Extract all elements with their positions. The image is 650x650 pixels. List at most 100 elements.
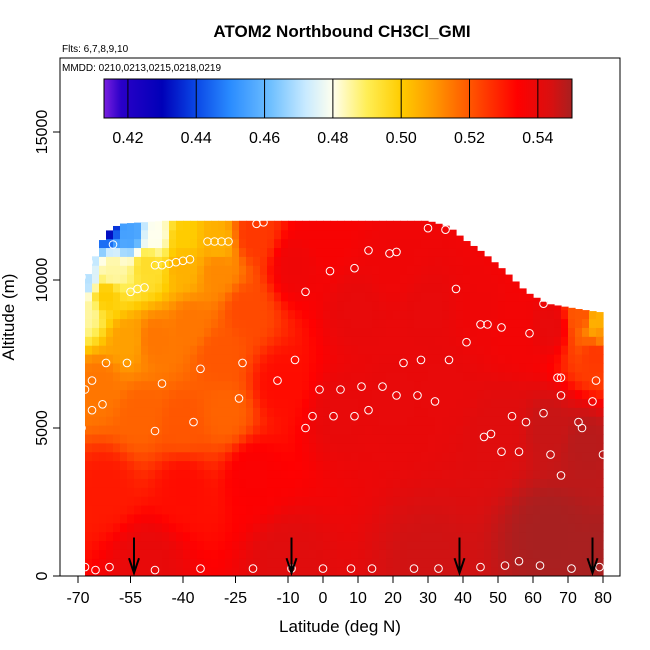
heatmap-cell: [127, 256, 135, 266]
heatmap-cell: [239, 433, 247, 444]
heatmap-cell: [148, 380, 156, 391]
heatmap-cell: [232, 513, 240, 524]
heatmap-cell: [526, 362, 534, 373]
heatmap-cell: [183, 309, 191, 320]
heatmap-cell: [505, 345, 513, 355]
heatmap-cell: [589, 336, 597, 346]
heatmap-cell: [407, 531, 415, 542]
heatmap-cell: [99, 371, 107, 382]
heatmap-cell: [533, 398, 541, 408]
heatmap-cell: [225, 291, 233, 302]
heatmap-cell: [365, 309, 373, 320]
heatmap-cell: [246, 327, 254, 337]
heatmap-cell: [176, 318, 184, 328]
heatmap-cell: [239, 522, 247, 533]
heatmap-cell: [372, 220, 380, 231]
heatmap-cell: [288, 380, 296, 391]
heatmap-cell: [99, 451, 107, 462]
heatmap-cell: [330, 398, 338, 408]
heatmap-cell: [162, 220, 170, 231]
heatmap-cell: [498, 549, 506, 559]
heatmap-cell: [582, 558, 590, 568]
x-axis-label: Latitude (deg N): [279, 617, 401, 636]
heatmap-cell: [533, 327, 541, 337]
heatmap-cell: [358, 504, 366, 515]
heatmap-cell: [414, 220, 422, 231]
heatmap-cell: [344, 416, 352, 426]
heatmap-cell: [421, 549, 429, 559]
heatmap-cell: [456, 513, 464, 524]
heatmap-cell: [491, 549, 499, 559]
heatmap-cell: [428, 265, 436, 275]
heatmap-cell: [288, 309, 296, 320]
heatmap-cell: [309, 522, 317, 533]
heatmap-cell: [414, 522, 422, 533]
heatmap-cell: [295, 282, 303, 293]
heatmap-cell: [267, 540, 275, 550]
heatmap-cell: [253, 567, 261, 576]
colorbar-ticks: 0.42 0.44 0.46 0.48 0.50 0.52 0.54: [112, 79, 554, 147]
heatmap-cell: [232, 549, 240, 559]
heatmap-cell: [414, 247, 422, 257]
heatmap-cell: [134, 567, 142, 576]
heatmap-cell: [120, 362, 128, 373]
heatmap-cell: [547, 487, 555, 497]
heatmap-cell: [225, 425, 233, 435]
heatmap-cell: [232, 380, 240, 391]
heatmap-cell: [260, 389, 268, 399]
heatmap-cell: [456, 451, 464, 462]
heatmap-cell: [344, 442, 352, 453]
heatmap-cell: [526, 567, 534, 576]
heatmap-cell: [225, 220, 233, 231]
heatmap-cell: [267, 442, 275, 453]
heatmap-cell: [582, 345, 590, 355]
colorbar-tick-label: 0.52: [454, 130, 485, 147]
heatmap-cell: [533, 469, 541, 479]
heatmap-cell: [197, 256, 205, 266]
heatmap-cell: [85, 389, 93, 399]
heatmap-cell: [323, 229, 331, 240]
heatmap-cell: [386, 549, 394, 559]
heatmap-cell: [386, 433, 394, 444]
heatmap-cell: [253, 496, 261, 506]
heatmap-cell: [204, 318, 212, 328]
heatmap-cell: [176, 380, 184, 391]
observation-point: [497, 323, 506, 332]
heatmap-cell: [225, 549, 233, 559]
heatmap-cell: [379, 487, 387, 497]
x-tick-label: 10: [349, 590, 367, 607]
y-axis-label: Altitude (m): [0, 274, 18, 361]
heatmap-cell: [204, 531, 212, 542]
heatmap-cell: [316, 336, 324, 346]
heatmap-cell: [498, 504, 506, 515]
heatmap-cell: [386, 531, 394, 542]
heatmap-cell: [183, 407, 191, 417]
heatmap-cell: [386, 469, 394, 479]
observation-point: [399, 358, 408, 368]
heatmap-cell: [484, 300, 492, 311]
heatmap-cell: [141, 282, 149, 293]
heatmap-cell: [92, 291, 100, 302]
heatmap-cell: [141, 487, 149, 497]
heatmap-cell: [113, 496, 121, 506]
heatmap-cell: [575, 327, 583, 337]
heatmap-cell: [421, 469, 429, 479]
heatmap-cell: [568, 442, 576, 453]
heatmap-cell: [85, 567, 93, 576]
heatmap-cell: [260, 336, 268, 346]
heatmap-cell: [372, 380, 380, 391]
heatmap-cell: [106, 540, 114, 550]
heatmap-cell: [190, 469, 198, 479]
heatmap-cell: [274, 327, 282, 337]
heatmap-cell: [554, 531, 562, 542]
heatmap-cell: [281, 345, 289, 355]
heatmap-cell: [85, 531, 93, 542]
heatmap-cell: [512, 380, 520, 391]
heatmap-cell: [421, 318, 429, 328]
heatmap-cell: [414, 558, 422, 568]
heatmap-cell: [407, 282, 415, 293]
heatmap-cell: [316, 469, 324, 479]
heatmap-cell: [330, 442, 338, 453]
heatmap-cell: [162, 442, 170, 453]
heatmap-cell: [519, 531, 527, 542]
